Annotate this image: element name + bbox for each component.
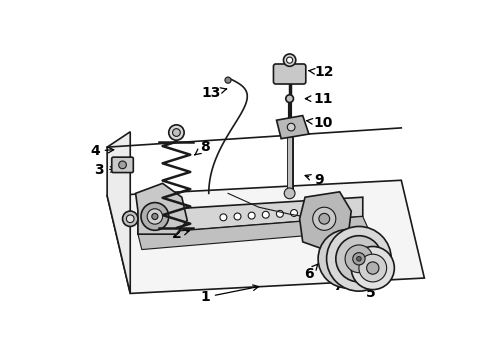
- Polygon shape: [136, 183, 187, 234]
- Circle shape: [313, 207, 336, 230]
- Circle shape: [287, 57, 293, 63]
- Text: 9: 9: [305, 173, 324, 187]
- Circle shape: [152, 213, 158, 220]
- Circle shape: [305, 209, 312, 216]
- Circle shape: [318, 230, 377, 288]
- Circle shape: [141, 203, 169, 230]
- Circle shape: [147, 209, 163, 224]
- Circle shape: [319, 208, 326, 215]
- Circle shape: [319, 213, 330, 224]
- Circle shape: [367, 262, 379, 274]
- Text: 10: 10: [307, 116, 332, 130]
- Polygon shape: [276, 116, 309, 139]
- Circle shape: [357, 256, 361, 261]
- Circle shape: [262, 211, 269, 218]
- Text: 11: 11: [305, 92, 333, 105]
- Polygon shape: [300, 192, 351, 249]
- Circle shape: [336, 236, 382, 282]
- Text: 6: 6: [304, 264, 319, 281]
- Circle shape: [326, 226, 392, 291]
- Circle shape: [351, 247, 394, 289]
- Circle shape: [234, 213, 241, 220]
- Circle shape: [172, 129, 180, 136]
- Circle shape: [328, 239, 367, 278]
- Polygon shape: [107, 132, 130, 293]
- Text: 13: 13: [201, 86, 226, 100]
- Circle shape: [283, 54, 296, 66]
- Text: 1: 1: [200, 285, 259, 304]
- FancyBboxPatch shape: [273, 64, 306, 84]
- Circle shape: [225, 77, 231, 83]
- Circle shape: [276, 210, 283, 217]
- Text: 4: 4: [90, 144, 114, 158]
- Text: 12: 12: [309, 66, 334, 80]
- Polygon shape: [107, 180, 424, 293]
- Circle shape: [359, 254, 387, 282]
- Circle shape: [284, 188, 295, 199]
- Circle shape: [286, 95, 294, 103]
- Text: 3: 3: [95, 163, 116, 177]
- Text: 7: 7: [333, 273, 343, 293]
- Text: 5: 5: [361, 283, 375, 301]
- Circle shape: [169, 125, 184, 140]
- Circle shape: [353, 253, 365, 265]
- FancyBboxPatch shape: [112, 157, 133, 172]
- Polygon shape: [138, 197, 363, 234]
- Circle shape: [287, 123, 295, 131]
- Polygon shape: [138, 216, 369, 249]
- Circle shape: [119, 161, 126, 169]
- Text: 2: 2: [172, 227, 189, 241]
- Text: 8: 8: [195, 140, 210, 155]
- Circle shape: [220, 214, 227, 221]
- Circle shape: [126, 215, 134, 222]
- Circle shape: [122, 211, 138, 226]
- Circle shape: [248, 212, 255, 219]
- Circle shape: [345, 245, 373, 273]
- Circle shape: [291, 210, 297, 216]
